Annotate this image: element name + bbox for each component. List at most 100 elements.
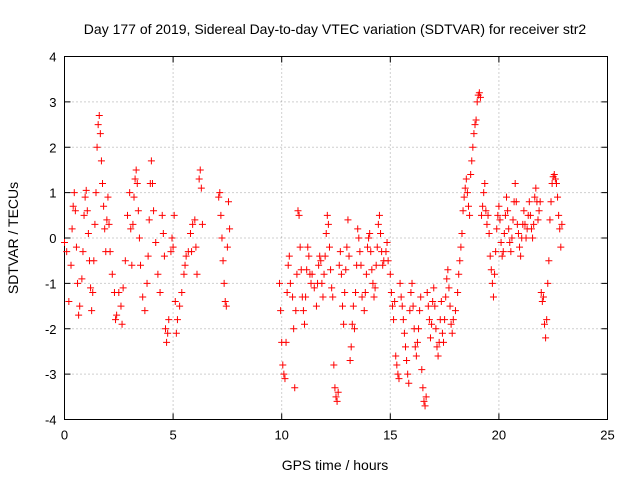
data-point — [420, 397, 428, 405]
data-point — [79, 248, 87, 256]
data-point — [191, 216, 199, 224]
data-point — [350, 325, 358, 333]
x-tick-label: 25 — [600, 428, 614, 443]
data-point — [282, 338, 290, 346]
data-point — [81, 193, 89, 201]
data-point — [128, 261, 136, 269]
data-point — [115, 288, 123, 296]
data-point — [461, 184, 469, 192]
data-point — [503, 193, 511, 201]
data-point — [498, 252, 506, 260]
data-point — [466, 211, 474, 219]
y-tick-label: 4 — [49, 50, 56, 65]
data-point — [423, 288, 431, 296]
data-point — [496, 216, 504, 224]
data-point — [468, 157, 476, 165]
data-point — [328, 284, 336, 292]
data-point — [119, 284, 127, 292]
data-point — [504, 207, 512, 215]
data-point — [145, 216, 153, 224]
data-point — [344, 216, 352, 224]
data-point — [441, 316, 449, 324]
data-point — [415, 325, 423, 333]
data-point — [322, 229, 330, 237]
data-point — [399, 316, 407, 324]
data-point — [197, 184, 205, 192]
y-tick-label: 1 — [49, 186, 56, 201]
data-point — [325, 243, 333, 251]
data-point — [147, 157, 155, 165]
data-point — [71, 207, 79, 215]
data-point — [522, 234, 530, 242]
data-point — [277, 307, 285, 315]
data-point — [135, 234, 143, 242]
data-point — [131, 175, 139, 183]
data-point — [429, 298, 437, 306]
data-point — [331, 384, 339, 392]
data-point — [82, 186, 90, 194]
x-tick-label: 5 — [169, 428, 176, 443]
data-point — [547, 198, 555, 206]
data-point — [363, 243, 371, 251]
data-point — [96, 130, 104, 138]
data-point — [390, 316, 398, 324]
data-point — [284, 261, 292, 269]
data-point — [360, 307, 368, 315]
data-point — [167, 248, 175, 256]
data-point — [112, 316, 120, 324]
data-point — [292, 307, 300, 315]
data-point — [537, 288, 545, 296]
data-point — [421, 402, 429, 410]
data-point — [196, 166, 204, 174]
data-point — [525, 198, 533, 206]
data-point — [408, 279, 416, 287]
data-point — [413, 338, 421, 346]
data-point — [437, 298, 445, 306]
data-point — [180, 270, 188, 278]
data-point — [335, 261, 343, 269]
data-point — [163, 338, 171, 346]
data-point — [348, 320, 356, 328]
data-point — [358, 293, 366, 301]
data-point — [354, 225, 362, 233]
data-point — [456, 257, 464, 265]
data-point — [65, 298, 73, 306]
data-point — [384, 257, 392, 265]
data-point — [176, 302, 184, 310]
data-point — [299, 307, 307, 315]
data-point — [434, 352, 442, 360]
data-point — [443, 275, 451, 283]
data-point — [447, 320, 455, 328]
data-point — [509, 216, 517, 224]
data-point — [193, 270, 201, 278]
data-point — [192, 243, 200, 251]
data-point — [215, 193, 223, 201]
data-point — [416, 307, 424, 315]
data-point — [527, 225, 535, 233]
data-point — [362, 270, 370, 278]
data-point — [103, 216, 111, 224]
data-marks — [61, 89, 566, 410]
data-point — [535, 207, 543, 215]
data-point — [352, 288, 360, 296]
data-point — [459, 207, 467, 215]
data-point — [526, 211, 534, 219]
data-point — [557, 243, 565, 251]
data-point — [304, 243, 312, 251]
data-point — [345, 252, 353, 260]
data-point — [323, 211, 331, 219]
data-point — [418, 366, 426, 374]
data-point — [446, 302, 454, 310]
data-point — [488, 279, 496, 287]
data-point — [396, 279, 404, 287]
data-point — [472, 116, 480, 124]
data-point — [532, 184, 540, 192]
data-point — [521, 220, 529, 228]
data-point — [497, 239, 505, 247]
data-point — [357, 261, 365, 269]
data-point — [445, 284, 453, 292]
data-point — [61, 239, 68, 247]
data-point — [475, 89, 483, 97]
data-point — [463, 189, 471, 197]
